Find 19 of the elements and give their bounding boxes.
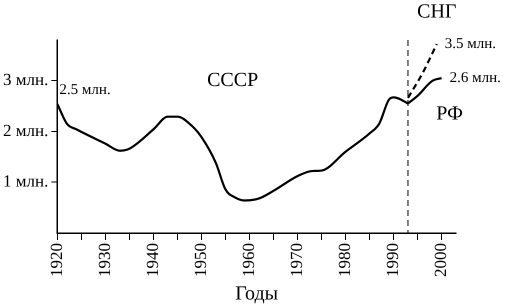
y-tick-label: 1 млн. bbox=[2, 172, 48, 191]
annotation: 2.5 млн. bbox=[59, 82, 111, 98]
x-tick-label: 1970 bbox=[286, 243, 306, 277]
x-tick-label: 1920 bbox=[46, 243, 66, 277]
annotation: 2.6 млн. bbox=[450, 70, 501, 86]
y-tick-label: 3 млн. bbox=[2, 70, 48, 90]
x-axis-title: Годы bbox=[235, 282, 278, 304]
x-tick-label: 1930 bbox=[94, 243, 114, 277]
annotation: 3.5 млн. bbox=[444, 36, 496, 52]
x-tick-label: 2000 bbox=[431, 243, 450, 277]
series-label: РФ bbox=[436, 102, 463, 124]
x-tick-label: 1960 bbox=[238, 243, 258, 277]
series-label: СНГ bbox=[417, 0, 456, 22]
y-tick-label: 2 млн. bbox=[2, 120, 48, 140]
x-tick-label: 1990 bbox=[383, 243, 402, 277]
x-tick-label: 1950 bbox=[190, 243, 210, 277]
series-label: СССР bbox=[207, 68, 258, 91]
x-tick-label: 1980 bbox=[334, 243, 354, 277]
x-tick-label: 1940 bbox=[142, 243, 162, 277]
